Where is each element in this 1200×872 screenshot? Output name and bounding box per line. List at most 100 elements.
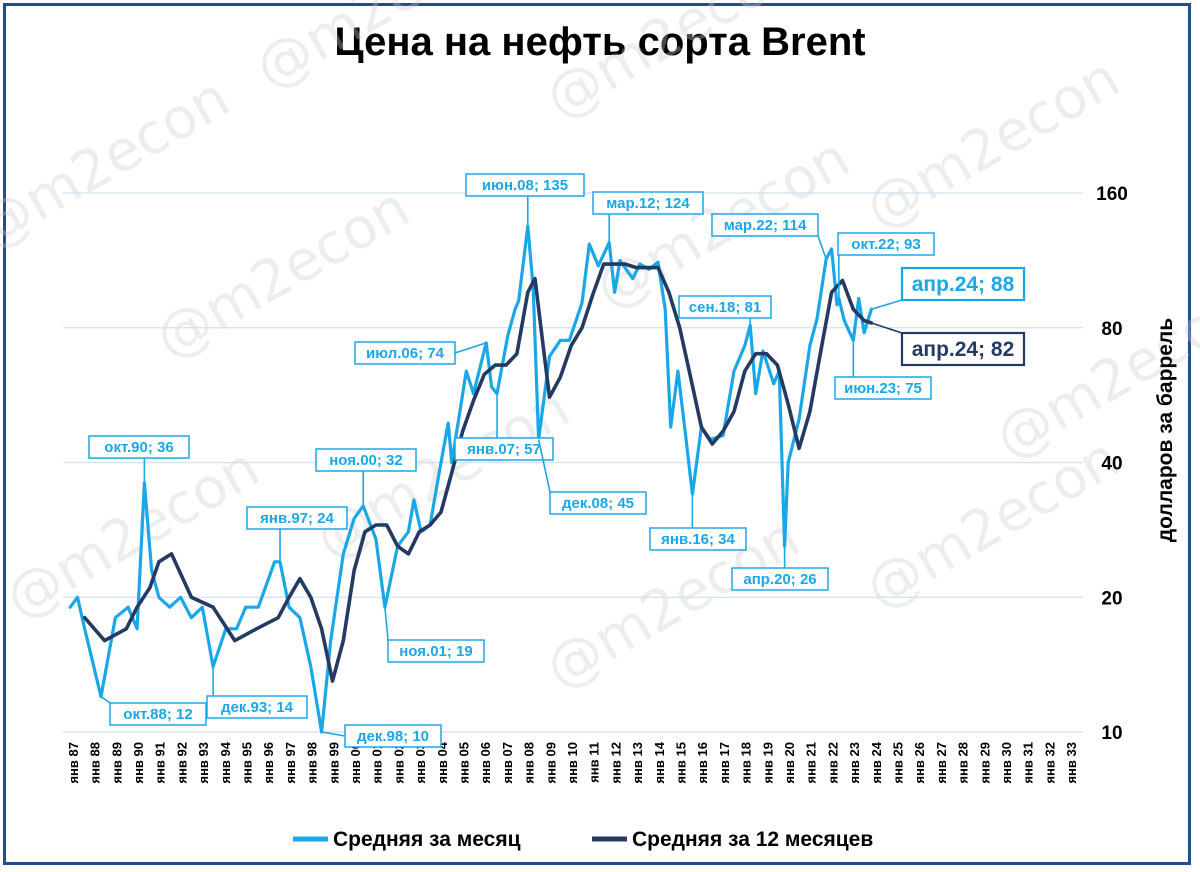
annotation-label: мар.12; 124 (606, 195, 690, 212)
annotation-box (592, 191, 704, 215)
x-tick-label: янв 32 (1042, 742, 1057, 784)
annotation-box (649, 527, 747, 551)
annotation-leader (537, 439, 551, 493)
y-tick-label: 160 (1096, 184, 1128, 205)
annotation-box (549, 491, 647, 515)
legend: Средняя за месяц Средняя за 12 месяцев (293, 828, 873, 851)
x-tick-label: янв 27 (934, 742, 949, 784)
y-tick-label: 20 (1101, 588, 1122, 609)
x-tick-label: янв 89 (109, 742, 124, 784)
annotation-label: окт.88; 12 (123, 706, 192, 723)
x-tick-label: янв 95 (239, 742, 254, 784)
watermark-text: @m2econ (245, 0, 521, 102)
annotation-label: окт.22; 93 (851, 236, 920, 253)
x-tick-label: янв 92 (174, 742, 189, 784)
annotation-box (206, 695, 308, 719)
annotation-label: июн.08; 135 (482, 177, 568, 194)
x-tick-label: янв 16 (695, 742, 710, 784)
x-tick-label: янв 93 (196, 742, 211, 784)
x-tick-label: янв 15 (674, 742, 689, 784)
annotation-label: апр.24; 88 (912, 273, 1015, 296)
annotation-label: сен.18; 81 (689, 299, 761, 316)
x-tick-label: янв 22 (825, 742, 840, 784)
watermark-text: @m2econ (855, 425, 1131, 622)
annotation-box (678, 295, 772, 319)
x-tick-label: янв 17 (717, 742, 732, 784)
annotation-box (900, 266, 1026, 302)
annotation-label: ноя.01; 19 (399, 643, 472, 660)
annotation-box (454, 437, 554, 461)
x-tick-label: янв 03 (413, 742, 428, 784)
x-tick-label: янв 18 (739, 742, 754, 784)
annotation-label: янв.07; 57 (467, 441, 541, 458)
annotation-leader (321, 731, 346, 737)
annotation-box (246, 506, 348, 530)
annotation-leader (817, 235, 827, 260)
x-axis-ticks: янв 87 янв 88 янв 89 янв 90 янв 91 янв 92 янв … (66, 741, 1079, 783)
x-tick-label: янв 14 (652, 741, 667, 783)
annotation-box (731, 567, 829, 591)
x-tick-label: янв 26 (912, 742, 927, 784)
annotation-box (354, 341, 456, 365)
x-tick-label: янв 05 (456, 742, 471, 784)
x-tick-label: янв 33 (1064, 742, 1079, 784)
annotation-label: дек.08; 45 (562, 495, 634, 512)
annotation-layer: окт.88; 12 окт.90; 36 дек.93; 14 янв.97; 24… (88, 173, 1026, 748)
x-tick-label: янв 30 (999, 742, 1014, 784)
annotation-leader (871, 299, 903, 310)
x-tick-label: янв 10 (565, 742, 580, 784)
x-tick-label: янв 98 (305, 742, 320, 784)
x-tick-label: янв 06 (478, 742, 493, 784)
x-tick-label: янв 87 (66, 742, 81, 784)
x-tick-label: янв 13 (630, 742, 645, 784)
y-tick-label: 80 (1101, 319, 1122, 340)
legend-label-annual: Средняя за 12 месяцев (632, 828, 873, 851)
x-tick-label: янв 23 (847, 742, 862, 784)
annotation-label: дек.93; 14 (221, 699, 294, 716)
x-tick-label: янв 94 (218, 741, 233, 783)
x-tick-label: янв 91 (153, 742, 168, 784)
x-tick-label: янв 01 (370, 742, 385, 784)
legend-label-monthly: Средняя за месяц (333, 828, 521, 851)
watermark-text: @m2econ (855, 45, 1131, 242)
chart-title: Цена на нефть сорта Brent (334, 20, 866, 64)
x-tick-label: янв 08 (522, 742, 537, 784)
x-tick-label: янв 31 (1021, 742, 1036, 784)
annotation-box (465, 173, 585, 197)
y-tick-label: 40 (1101, 454, 1122, 475)
annotation-label: окт.90; 36 (104, 439, 173, 456)
annotation-label: янв.16; 34 (661, 531, 735, 548)
y-axis-ticks: 10 20 40 80 160 (1096, 184, 1128, 744)
annotation-box (387, 639, 485, 663)
annotation-label: янв.97; 24 (260, 510, 334, 527)
x-tick-label: янв 90 (131, 742, 146, 784)
y-axis-label: долларов за баррель (1154, 318, 1177, 542)
annotation-box (109, 702, 207, 726)
x-tick-label: янв 02 (391, 742, 406, 784)
x-tick-label: янв 28 (956, 742, 971, 784)
x-tick-label: янв 19 (760, 742, 775, 784)
x-tick-label: янв 04 (435, 741, 450, 783)
annotation-label: июл.06; 74 (366, 345, 445, 362)
annotation-box (834, 376, 932, 400)
x-tick-label: янв 88 (88, 742, 103, 784)
x-tick-label: янв 99 (326, 742, 341, 784)
x-tick-label: янв 29 (977, 742, 992, 784)
annotation-label: апр.20; 26 (743, 571, 816, 588)
annotation-leader (100, 695, 111, 704)
annotation-box (900, 331, 1026, 367)
x-tick-label: янв 07 (500, 742, 515, 784)
annotation-box (837, 232, 935, 256)
annotation-box (88, 435, 190, 459)
x-tick-label: янв 00 (348, 742, 363, 784)
annotation-label: ноя.00; 32 (329, 452, 402, 469)
series-lines (68, 224, 874, 734)
annotation-label: дек.98; 10 (357, 728, 429, 745)
y-tick-label: 10 (1101, 723, 1122, 744)
series-line-annual (82, 262, 874, 683)
watermark-text: @m2econ (0, 65, 241, 262)
annotation-leader (384, 607, 389, 641)
annotation-box (344, 724, 442, 748)
x-tick-label: янв 25 (891, 742, 906, 784)
